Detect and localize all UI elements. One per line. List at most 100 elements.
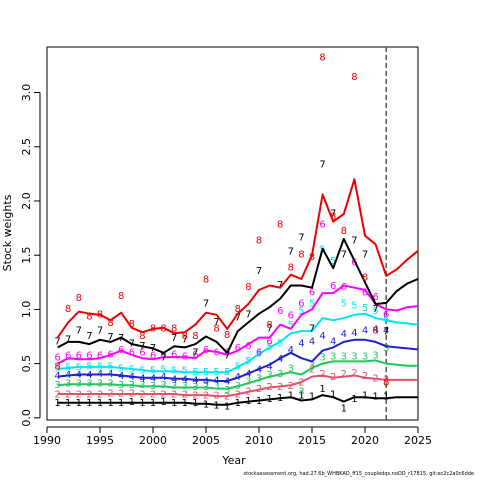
- series-5-point: 5: [288, 320, 294, 331]
- series-1-point: 1: [107, 398, 113, 409]
- series-3-point: 3: [383, 343, 389, 354]
- series-2-point: 2: [107, 389, 113, 400]
- series-7-point: 7: [213, 317, 219, 328]
- series-2-point: 2: [330, 372, 336, 383]
- series-4-point: 4: [171, 374, 177, 385]
- series-7-point: 7: [65, 334, 71, 345]
- series-2-point: 2: [129, 389, 135, 400]
- series-5-point: 5: [54, 364, 60, 375]
- series-2-point: 2: [266, 382, 272, 393]
- series-5-point: 5: [65, 363, 71, 374]
- series-6-point: 6: [139, 347, 145, 358]
- series-3-point: 3: [288, 364, 294, 375]
- series-5-point: 5: [76, 363, 82, 374]
- series-4-point: 4: [288, 345, 294, 356]
- series-1-point: 1: [298, 391, 304, 402]
- series-2-point: 2: [65, 390, 71, 401]
- series-3-point: 3: [203, 382, 209, 393]
- series-3-point: 3: [86, 379, 92, 390]
- series-4-point: 4: [224, 377, 230, 388]
- series-5-point: 5: [277, 339, 283, 350]
- series-7-point: 7: [150, 343, 156, 354]
- series-5-point: 5: [351, 301, 357, 312]
- series-4-point: 4: [351, 328, 357, 339]
- series-7-point: 7: [182, 334, 188, 345]
- series-1-line: [57, 394, 418, 406]
- series-4-point: 4: [129, 372, 135, 383]
- series-4-point: 4: [76, 370, 82, 381]
- series-4-point: 4: [298, 339, 304, 350]
- y-tick-label: 2.0: [20, 192, 33, 210]
- series-2-point: 2: [203, 391, 209, 402]
- series-7-point: 7: [86, 331, 92, 342]
- series-5-point: 5: [213, 367, 219, 378]
- series-8-point: 8: [298, 250, 304, 261]
- series-7-point: 7: [192, 347, 198, 358]
- series-8-point: 8: [235, 304, 241, 315]
- series-2-point: 2: [372, 373, 378, 384]
- series-8-point: 8: [213, 323, 219, 334]
- series-7-point: 7: [266, 323, 272, 334]
- series-4-point: 4: [383, 326, 389, 337]
- series-5-point: 5: [341, 299, 347, 310]
- series-6-point: 6: [76, 351, 82, 362]
- series-2-line: [57, 374, 418, 398]
- series-5-point: 5: [150, 366, 156, 377]
- series-7-point: 7: [235, 313, 241, 324]
- series-3-point: 3: [182, 381, 188, 392]
- series-6-point: 6: [330, 281, 336, 292]
- series-5-point: 5: [86, 361, 92, 372]
- series-4-point: 4: [266, 361, 272, 372]
- series-2-point: 2: [160, 390, 166, 401]
- series-5-line: [57, 312, 419, 374]
- series-1-point: 1: [76, 398, 82, 409]
- series-2-point: 2: [362, 371, 368, 382]
- series-7-point: 7: [97, 326, 103, 337]
- series-5-point: 5: [129, 365, 135, 376]
- series-8-point: 8: [107, 318, 113, 329]
- series-4-point: 4: [341, 329, 347, 340]
- series-4-point: 4: [245, 369, 251, 380]
- series-8-point: 8: [97, 309, 103, 320]
- series-6-point: 6: [150, 351, 156, 362]
- series-5-point: 5: [298, 306, 304, 317]
- x-tick-label: 2015: [298, 434, 326, 447]
- series-6-line: [57, 284, 419, 365]
- series-7-point: 7: [171, 333, 177, 344]
- series-4-point: 4: [118, 371, 124, 382]
- series-6-point: 6: [362, 288, 368, 299]
- series-8-point: 8: [266, 320, 272, 331]
- series-4-point: 4: [107, 369, 113, 380]
- series-1-point: 1: [182, 398, 188, 409]
- x-tick-label: 1990: [33, 434, 61, 447]
- series-1: 1 1 1 1 1 1 1 1 1 1 1 1 1 1 1 1 1 1 1 1 1 1 1 1 11 111 1 1 1: [54, 384, 418, 415]
- series-8-point: 8: [171, 323, 177, 334]
- series-4-point: 4: [330, 336, 336, 347]
- series-1-point: 1: [118, 398, 124, 409]
- series-7-point: 7: [203, 299, 209, 310]
- series-5-point: 5: [266, 342, 272, 353]
- series-1-point: 1: [341, 404, 347, 415]
- series-4-point: 4: [256, 365, 262, 376]
- series-5-point: 5: [235, 361, 241, 372]
- series-4-point: 4: [182, 374, 188, 385]
- series-2-point: 2: [139, 390, 145, 401]
- series-2-point: 2: [309, 365, 315, 376]
- y-tick-label: 3.0: [20, 84, 33, 102]
- series-8-point: 8: [224, 330, 230, 341]
- series-4-point: 4: [139, 373, 145, 384]
- series-8-point: 8: [65, 304, 71, 315]
- series-2-point: 2: [256, 384, 262, 395]
- series-8-point: 8: [182, 331, 188, 342]
- series-7-point: 7: [298, 232, 304, 243]
- series-4-point: 4: [372, 325, 378, 336]
- series-6-point: 6: [192, 349, 198, 360]
- series-3-point: 3: [330, 352, 336, 363]
- series-2-point: 2: [245, 386, 251, 397]
- series-1-point: 1: [171, 398, 177, 409]
- series-2-point: 2: [171, 390, 177, 401]
- series-1-point: 1: [224, 402, 230, 413]
- series-3-point: 3: [245, 377, 251, 388]
- series-7-point: 7: [309, 323, 315, 334]
- series-6-point: 6: [65, 351, 71, 362]
